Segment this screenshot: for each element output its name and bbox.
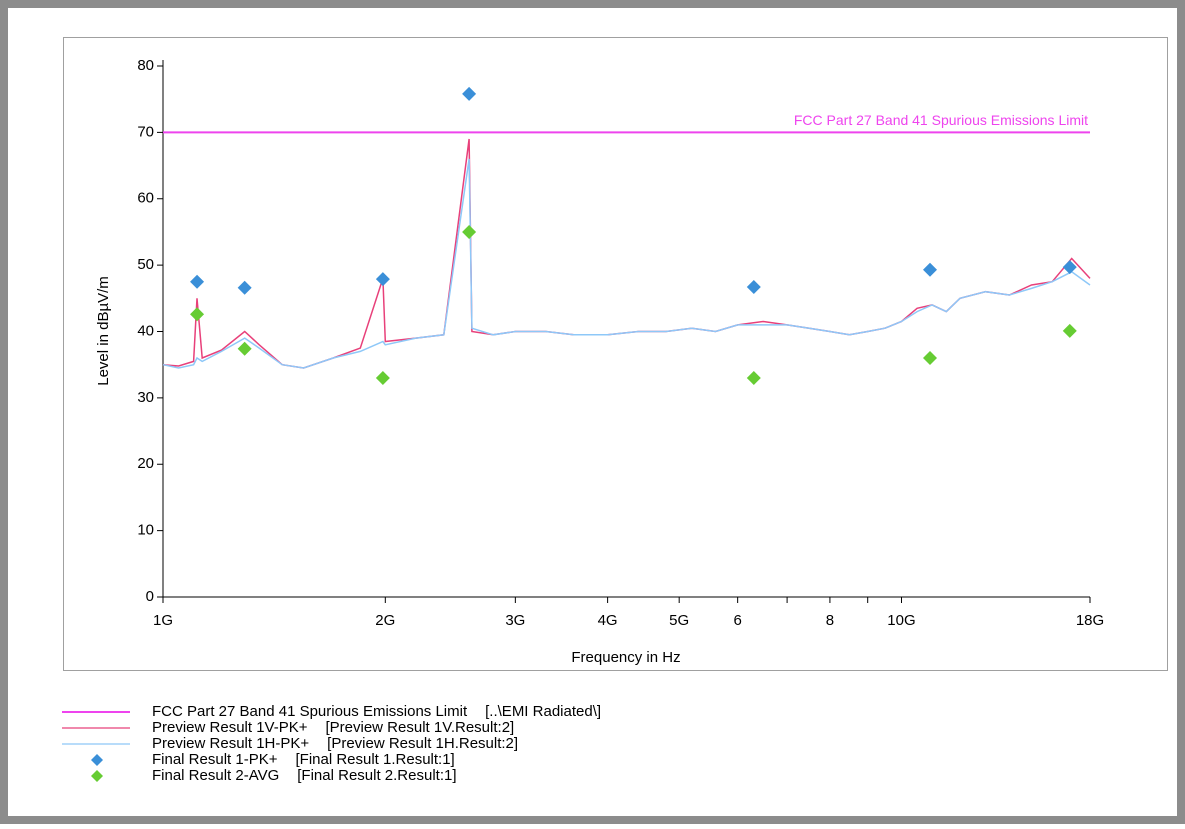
legend-marker xyxy=(91,770,103,782)
plot-frame xyxy=(63,37,1168,671)
x-tick-label: 8 xyxy=(826,612,834,629)
final-marker xyxy=(375,272,390,287)
y-tick-label: 60 xyxy=(137,190,154,207)
y-tick-label: 40 xyxy=(137,322,154,339)
final-marker xyxy=(923,262,938,277)
final-marker xyxy=(746,370,761,385)
legend-source: [..\EMI Radiated\] xyxy=(485,703,601,720)
x-tick-label: 4G xyxy=(598,612,618,629)
final-marker xyxy=(237,341,252,356)
x-tick-label: 3G xyxy=(505,612,525,629)
legend-source: [Final Result 2.Result:1] xyxy=(297,767,456,784)
legend-source: [Preview Result 1V.Result:2] xyxy=(326,719,515,736)
x-tick-label: 18G xyxy=(1076,612,1104,629)
y-tick-label: 70 xyxy=(137,123,154,140)
final-marker xyxy=(1062,323,1077,338)
x-tick-label: 1G xyxy=(153,612,173,629)
legend-label: FCC Part 27 Band 41 Spurious Emissions L… xyxy=(152,703,468,720)
final-marker xyxy=(923,351,938,366)
x-tick-label: 10G xyxy=(887,612,915,629)
legend-label: Final Result 2-AVG xyxy=(152,767,279,784)
x-tick-label: 2G xyxy=(375,612,395,629)
x-tick-label: 6 xyxy=(733,612,741,629)
y-tick-label: 20 xyxy=(137,455,154,472)
y-axis-label: Level in dBµV/m xyxy=(95,276,112,386)
panel xyxy=(8,8,1177,816)
y-tick-label: 80 xyxy=(137,57,154,74)
y-tick-label: 30 xyxy=(137,389,154,406)
final-marker xyxy=(462,224,477,239)
x-axis-label: Frequency in Hz xyxy=(571,649,680,666)
final-marker xyxy=(1062,260,1077,275)
legend-label: Final Result 1-PK+ xyxy=(152,751,278,768)
legend-label: Preview Result 1V-PK+ xyxy=(152,719,308,736)
final-marker xyxy=(190,307,205,322)
final-marker xyxy=(462,86,477,101)
limit-label: FCC Part 27 Band 41 Spurious Emissions L… xyxy=(794,112,1088,128)
final-marker xyxy=(237,280,252,295)
final-marker xyxy=(190,274,205,289)
y-tick-label: 10 xyxy=(137,522,154,539)
legend-label: Preview Result 1H-PK+ xyxy=(152,735,309,752)
final-marker xyxy=(375,370,390,385)
legend-source: [Final Result 1.Result:1] xyxy=(295,751,454,768)
x-tick-label: 5G xyxy=(669,612,689,629)
legend-source: [Preview Result 1H.Result:2] xyxy=(327,735,518,752)
legend-marker xyxy=(91,754,103,766)
final-marker xyxy=(746,280,761,295)
y-tick-label: 50 xyxy=(137,256,154,273)
y-tick-label: 0 xyxy=(146,588,154,605)
trace xyxy=(162,158,1091,369)
